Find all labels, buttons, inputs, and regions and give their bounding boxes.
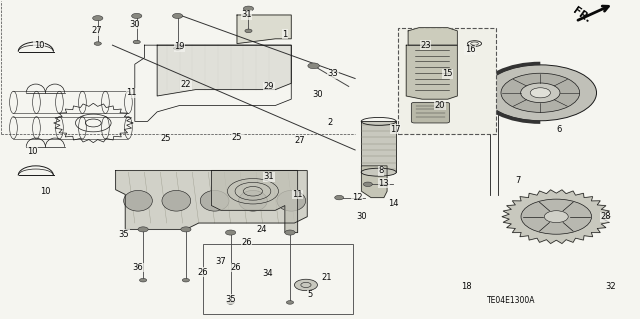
Text: 10: 10 [34, 41, 44, 50]
Text: 31: 31 [241, 11, 252, 19]
Circle shape [174, 47, 181, 50]
Text: 13: 13 [378, 179, 389, 188]
Text: 30: 30 [356, 212, 367, 221]
Circle shape [133, 40, 140, 44]
Polygon shape [116, 171, 307, 229]
Text: 12: 12 [352, 193, 362, 202]
Text: 32: 32 [605, 282, 616, 291]
Text: 23: 23 [420, 41, 431, 50]
Text: 26: 26 [198, 268, 209, 277]
Circle shape [501, 73, 580, 112]
Text: 35: 35 [118, 230, 129, 239]
Text: 28: 28 [601, 212, 611, 221]
Text: 16: 16 [465, 45, 476, 55]
Text: 14: 14 [388, 199, 399, 208]
Polygon shape [408, 28, 458, 45]
Text: 5: 5 [308, 290, 313, 299]
Text: 17: 17 [390, 125, 401, 134]
Text: 31: 31 [264, 173, 274, 182]
Circle shape [138, 227, 148, 232]
Text: 27: 27 [91, 26, 102, 35]
Text: 27: 27 [294, 136, 305, 145]
Circle shape [484, 65, 596, 121]
Text: 10: 10 [40, 187, 51, 196]
Circle shape [182, 278, 189, 282]
Ellipse shape [162, 190, 191, 211]
FancyBboxPatch shape [412, 102, 450, 123]
Ellipse shape [239, 190, 268, 211]
Polygon shape [237, 15, 291, 44]
Text: 11: 11 [126, 88, 137, 97]
Ellipse shape [124, 190, 152, 211]
Text: 15: 15 [442, 69, 453, 78]
Circle shape [243, 6, 253, 11]
Ellipse shape [361, 168, 396, 176]
Ellipse shape [200, 190, 229, 211]
Circle shape [530, 88, 550, 98]
Text: 22: 22 [180, 80, 191, 89]
Circle shape [545, 211, 568, 223]
Text: 7: 7 [515, 176, 521, 185]
Text: 18: 18 [461, 282, 472, 291]
Text: 10: 10 [28, 147, 38, 156]
Bar [361, 122, 396, 172]
Text: 21: 21 [321, 272, 332, 281]
Circle shape [173, 13, 182, 19]
Circle shape [132, 13, 142, 19]
Text: 36: 36 [132, 263, 143, 272]
Ellipse shape [277, 190, 306, 211]
Circle shape [364, 182, 372, 187]
Text: 35: 35 [225, 295, 236, 304]
Circle shape [93, 16, 103, 21]
Circle shape [521, 199, 591, 234]
Text: 34: 34 [262, 269, 273, 278]
Circle shape [180, 227, 191, 232]
Circle shape [140, 278, 147, 282]
Text: 20: 20 [435, 101, 445, 110]
Circle shape [227, 300, 234, 304]
Polygon shape [406, 45, 458, 99]
Text: 6: 6 [557, 125, 562, 134]
Text: 19: 19 [174, 42, 185, 51]
Circle shape [287, 300, 294, 304]
Text: 26: 26 [241, 238, 252, 247]
Polygon shape [211, 171, 298, 233]
Polygon shape [502, 190, 611, 243]
Text: 37: 37 [216, 257, 227, 266]
Text: 26: 26 [230, 263, 241, 272]
Text: TE04E1300A: TE04E1300A [487, 296, 536, 305]
Text: 24: 24 [256, 225, 266, 234]
Polygon shape [362, 166, 387, 197]
Text: 25: 25 [160, 134, 171, 143]
Polygon shape [157, 45, 291, 96]
Circle shape [245, 29, 252, 33]
Text: 30: 30 [129, 20, 140, 29]
Text: 29: 29 [264, 82, 274, 91]
Text: 2: 2 [327, 118, 332, 128]
Text: FR.: FR. [571, 5, 593, 25]
Text: 30: 30 [313, 90, 323, 99]
Text: 11: 11 [292, 190, 303, 199]
Text: 25: 25 [232, 133, 242, 142]
Text: 1: 1 [282, 30, 287, 39]
Text: 33: 33 [328, 69, 338, 78]
Circle shape [335, 196, 344, 200]
Circle shape [94, 42, 101, 45]
Bar [398, 28, 495, 134]
Bar [203, 244, 353, 314]
Text: 8: 8 [378, 166, 383, 175]
Circle shape [225, 230, 236, 235]
Circle shape [285, 230, 295, 235]
Circle shape [521, 83, 560, 103]
Circle shape [308, 63, 319, 69]
Circle shape [294, 279, 317, 291]
